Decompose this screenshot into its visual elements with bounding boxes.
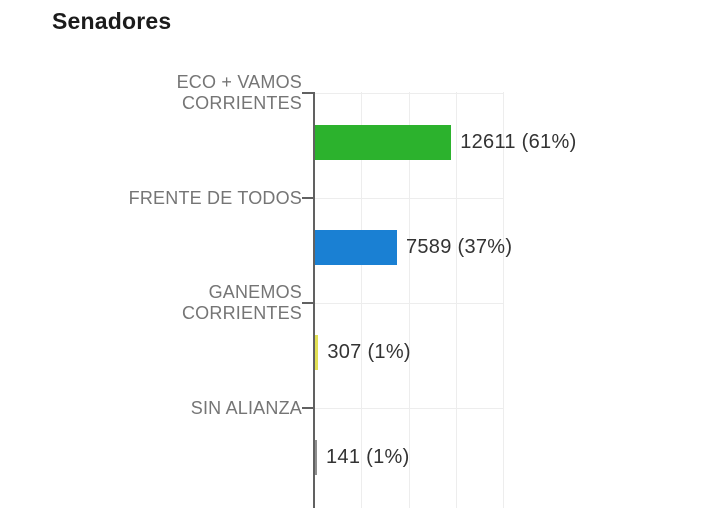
category-label-line: SIN ALIANZA: [190, 397, 302, 418]
category-label: ECO + VAMOS CORRIENTES: [0, 72, 302, 114]
category-label-line: FRENTE DE TODOS: [128, 187, 302, 208]
bar: [315, 125, 452, 160]
gridline-vertical: [455, 92, 457, 508]
gridline-horizontal: [314, 198, 503, 199]
value-label: 7589 (37%): [405, 236, 513, 258]
value-label: 141 (1%): [326, 446, 410, 468]
category-label-line: ECO + VAMOS: [176, 72, 302, 92]
gridline-horizontal: [314, 93, 503, 94]
category-label-line: CORRIENTES: [181, 303, 302, 323]
bar: [315, 440, 317, 475]
axis-tick: [302, 407, 314, 409]
value-label: 12611 (61%): [460, 131, 577, 153]
chart-title: Senadores: [52, 8, 172, 34]
y-axis-line: [313, 92, 315, 508]
value-label: 307 (1%): [327, 341, 411, 363]
axis-tick: [302, 197, 314, 199]
axis-tick: [302, 302, 314, 304]
gridline-horizontal: [314, 303, 503, 304]
bar: [315, 230, 397, 265]
gridline-vertical: [503, 92, 504, 508]
bar: [315, 335, 319, 370]
category-label-line: CORRIENTES: [181, 93, 302, 113]
category-label-line: GANEMOS: [208, 282, 302, 302]
category-label: GANEMOS CORRIENTES: [0, 282, 302, 324]
category-label: SIN ALIANZA: [0, 398, 302, 419]
axis-tick: [302, 92, 314, 94]
gridline-horizontal: [314, 408, 503, 409]
gridline-vertical: [361, 92, 363, 508]
category-label: FRENTE DE TODOS: [0, 188, 302, 209]
gridline-vertical: [408, 92, 410, 508]
